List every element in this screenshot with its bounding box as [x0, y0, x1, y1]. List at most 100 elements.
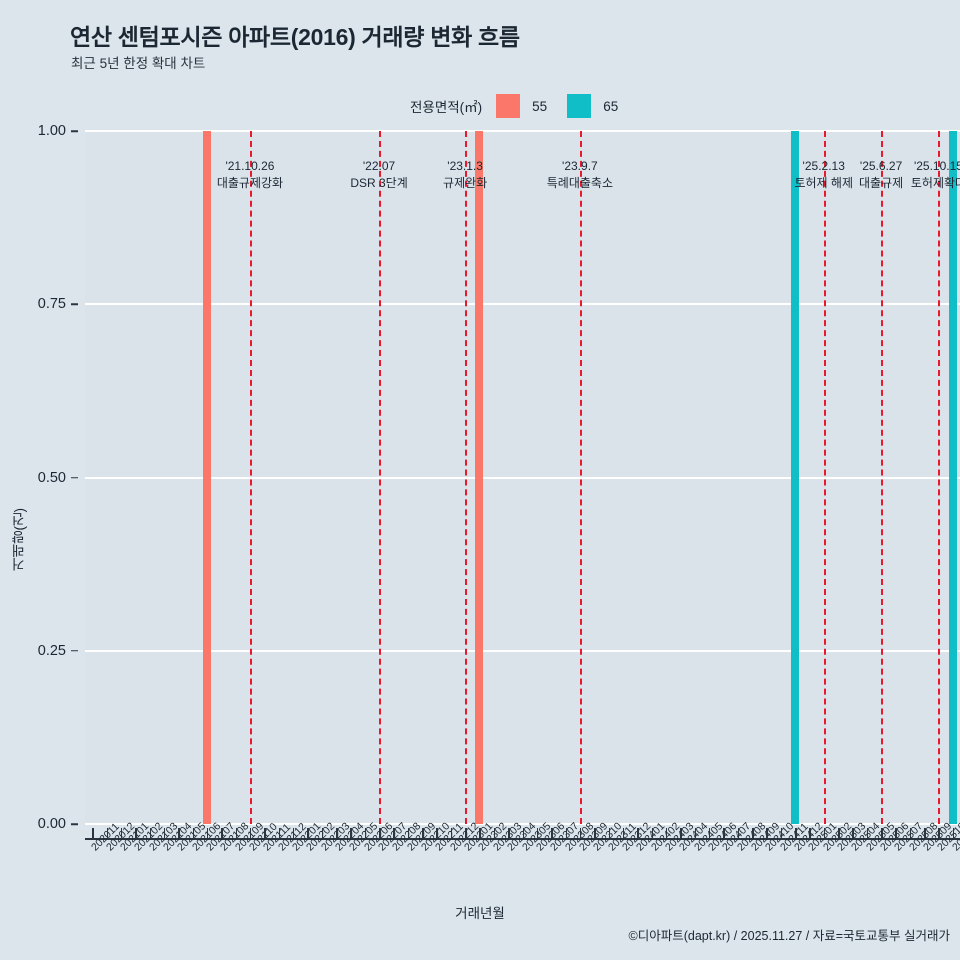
bar-55-202107[interactable] [202, 131, 211, 824]
gridline [85, 823, 960, 825]
x-tick-mark [895, 828, 897, 838]
x-axis-title: 거래년월 [455, 906, 505, 921]
x-tick-mark [106, 828, 109, 838]
x-tick-mark [450, 828, 453, 838]
event-annotation-text: 토허제 해제 [794, 176, 853, 190]
gridline [85, 476, 960, 479]
event-line-202506 [881, 131, 884, 824]
x-tick-mark [952, 828, 955, 838]
gridline [85, 130, 960, 132]
event-line-202309 [579, 131, 582, 824]
x-tick-mark [465, 828, 467, 838]
plot-area [85, 130, 960, 825]
x-tick-mark [608, 828, 611, 838]
y-tick-label: 0.25 [37, 642, 66, 659]
x-tick-mark [163, 828, 166, 838]
x-tick-mark [149, 828, 152, 838]
x-tick-mark [594, 828, 596, 838]
x-tick-mark [938, 828, 940, 838]
legend-label-65: 65 [603, 98, 619, 114]
event-annotation-202506: '25.6.27 대출규제 [859, 158, 903, 192]
y-axis-title: 거래량(건) [12, 508, 27, 571]
x-tick-mark [436, 828, 438, 838]
event-annotation-date: '23.1.3 [447, 159, 483, 173]
x-tick-mark [364, 828, 367, 838]
x-tick-mark [809, 828, 811, 838]
chart-subtitle: 최근 5년 한정 확대 차트 [71, 56, 206, 71]
y-tick-mark [71, 650, 78, 652]
x-tick-mark [838, 828, 840, 838]
event-annotation-202207: '22.07 DSR 3단계 [350, 158, 407, 192]
event-annotation-date: '25.2.13 [802, 159, 845, 173]
chart-title: 연산 센텀포시즌 아파트(2016) 거래량 변화 흐름 [70, 24, 520, 50]
event-line-202207 [379, 131, 382, 824]
y-tick-label: 0.00 [37, 816, 66, 832]
x-tick-mark [379, 828, 381, 838]
bar-55-202302[interactable] [475, 131, 484, 824]
x-tick-mark [780, 828, 783, 838]
legend-entry-55[interactable]: 55 [496, 94, 567, 118]
y-tick-mark [71, 823, 78, 825]
x-tick-mark [221, 828, 223, 838]
legend-title: 전용면적(㎡) [410, 100, 483, 115]
bar-65-202412[interactable] [791, 131, 800, 824]
event-line-202510 [938, 131, 941, 824]
event-annotation-202502: '25.2.13 토허제 해제 [794, 158, 853, 192]
footer-caption: ©디아파트(dapt.kr) / 2025.11.27 / 자료=국토교통부 실… [628, 929, 951, 943]
x-tick-mark [407, 828, 410, 838]
event-annotation-text: 규제완화 [443, 176, 488, 190]
event-annotation-202110: '21.10.26 대출규제강화 [217, 158, 283, 192]
x-tick-mark [924, 828, 926, 838]
legend-swatch-55 [496, 94, 521, 118]
event-annotation-date: '25.10.15 [913, 159, 960, 173]
x-axis-line [85, 838, 960, 840]
y-axis: 0.00 0.25 0.50 0.75 1.00 [0, 123, 78, 832]
event-annotation-date: '21.10.26 [225, 159, 275, 173]
y-tick-label: 1.00 [37, 123, 66, 139]
x-tick-mark [723, 828, 725, 838]
x-tick-mark [92, 828, 94, 838]
bar-65-202511[interactable] [948, 131, 957, 824]
y-tick-label: 0.50 [37, 469, 66, 486]
x-tick-mark [336, 828, 338, 838]
y-tick-mark [71, 476, 78, 479]
x-tick-mark [135, 828, 137, 838]
x-tick-mark [264, 828, 266, 838]
gridline [85, 303, 960, 306]
x-tick-mark [536, 828, 539, 838]
y-tick-mark [71, 130, 78, 132]
event-annotation-text: 대출규제강화 [216, 176, 284, 190]
event-annotation-date: '23.9.7 [562, 159, 598, 173]
x-tick-mark [852, 828, 854, 838]
x-tick-mark [622, 828, 625, 838]
event-annotation-202309: '23.9.7 특례대출축소 [547, 158, 613, 192]
x-tick-mark [694, 828, 697, 838]
legend: 전용면적(㎡) 55 65 [410, 94, 638, 118]
event-annotation-text: 토허제확대 [910, 176, 960, 190]
event-annotation-date: '22.07 [362, 159, 396, 173]
legend-entry-65[interactable]: 65 [567, 94, 638, 118]
x-tick-mark [350, 828, 352, 838]
x-tick-mark [206, 828, 209, 838]
x-tick-mark [579, 828, 582, 838]
x-tick-mark [493, 828, 496, 838]
x-tick-mark [278, 828, 281, 838]
x-tick-mark [422, 828, 424, 838]
x-tick-mark [752, 828, 754, 838]
event-annotation-text: 대출규제 [859, 176, 904, 190]
x-tick-mark [479, 828, 481, 838]
y-tick-mark [71, 303, 78, 305]
event-annotation-text: DSR 3단계 [350, 176, 408, 190]
event-line-202110 [249, 131, 252, 824]
x-tick-mark [665, 828, 668, 838]
x-tick-mark [551, 828, 553, 838]
gridline [85, 649, 960, 652]
legend-label-55: 55 [532, 98, 548, 114]
x-tick-mark [737, 828, 740, 838]
x-tick-mark [178, 828, 180, 838]
x-tick-mark [292, 828, 295, 838]
x-tick-mark [307, 828, 309, 838]
x-tick-mark [909, 828, 912, 838]
event-annotation-text: 특례대출축소 [546, 176, 613, 190]
